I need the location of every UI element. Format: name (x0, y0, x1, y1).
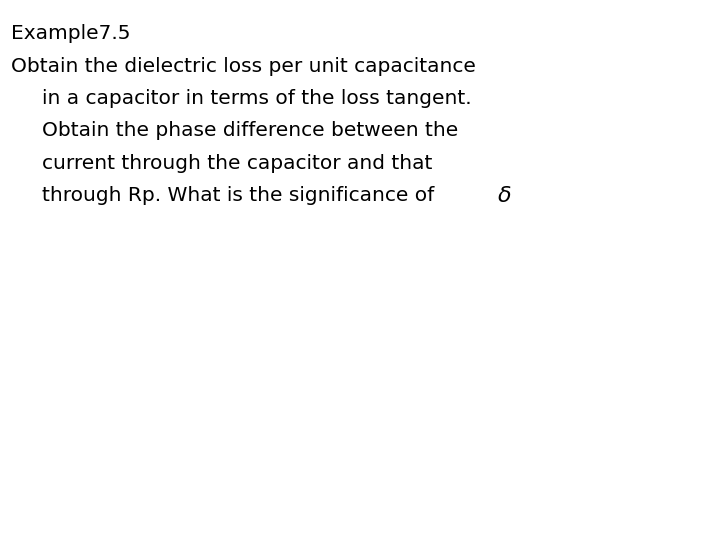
Text: Example7.5: Example7.5 (11, 24, 130, 43)
Text: Obtain the phase difference between the: Obtain the phase difference between the (42, 122, 458, 140)
Text: Obtain the dielectric loss per unit capacitance: Obtain the dielectric loss per unit capa… (11, 57, 476, 76)
Text: current through the capacitor and that: current through the capacitor and that (42, 154, 432, 173)
Text: in a capacitor in terms of the loss tangent.: in a capacitor in terms of the loss tang… (42, 89, 472, 108)
Text: through Rp. What is the significance of: through Rp. What is the significance of (42, 186, 441, 205)
Text: $\delta$: $\delta$ (497, 186, 511, 206)
